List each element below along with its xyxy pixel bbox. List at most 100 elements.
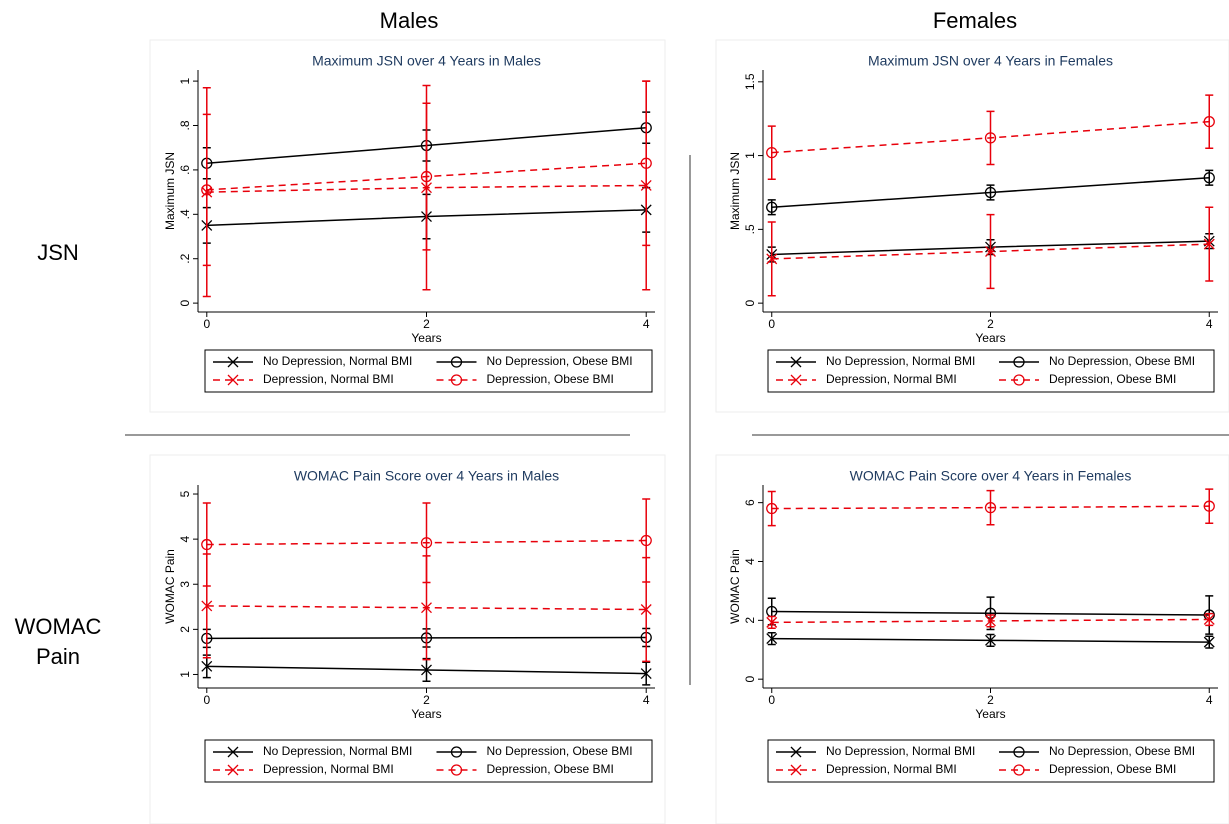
x-tick-label: 4 [643,317,650,331]
legend-marker [790,764,802,776]
error-bar-line [202,113,211,267]
error-bar [1205,488,1214,524]
marker [420,537,433,549]
y-tick-label: 2 [743,617,757,624]
legend-label: Depression, Obese BMI [1049,762,1176,776]
y-axis-label: WOMAC Pain [163,549,177,624]
chart-title: WOMAC Pain Score over 4 Years in Females [850,468,1132,484]
marker [640,668,652,680]
legend-label: Depression, Normal BMI [263,372,394,386]
error-bar-line [642,80,651,247]
x-tick-label: 0 [768,317,775,331]
marker [766,201,778,213]
legend-marker [790,374,802,386]
series-line [771,120,1210,154]
marker [201,600,213,612]
legend-marker [1013,746,1025,758]
legend-marker [227,356,239,368]
legend-marker [227,374,239,386]
legend-marker [227,746,239,758]
x-tick-label: 0 [203,317,210,331]
legend-label: Depression, Normal BMI [263,762,394,776]
legend-marker [227,764,239,776]
y-tick-label: .4 [178,209,192,219]
error-bar [1205,94,1214,149]
x-tick-label: 4 [1206,317,1213,331]
series-line [771,505,1210,510]
marker [201,538,213,551]
error-bar [202,502,211,587]
series-line [206,539,647,546]
legend-label: Depression, Normal BMI [826,372,957,386]
series-line [771,176,1210,208]
legend-label: Depression, Normal BMI [826,762,957,776]
y-axis-label: WOMAC Pain [728,549,742,624]
column-label: Females [932,8,1018,33]
marker [1203,636,1215,648]
legend-label: No Depression, Normal BMI [826,744,975,758]
y-tick-label: 4 [178,535,192,542]
chart-title: WOMAC Pain Score over 4 Years in Males [294,468,559,484]
marker [640,534,652,547]
legend-label: No Depression, Obese BMI [1049,744,1195,758]
legend-label: No Depression, Obese BMI [487,744,633,758]
legend-label: Depression, Obese BMI [487,372,614,386]
marker [201,660,213,672]
x-tick-label: 4 [643,693,650,707]
marker [766,146,778,159]
y-tick-label: 0 [743,676,757,683]
error-bar [642,498,651,583]
marker [984,186,997,199]
series-line [771,610,1210,616]
marker [1203,238,1215,250]
y-tick-label: .8 [178,120,192,130]
legend-label: No Depression, Normal BMI [263,744,412,758]
marker [766,253,778,265]
y-tick-label: .6 [178,165,192,175]
x-axis-label: Years [411,707,441,721]
marker [421,602,432,614]
legend-box [767,739,1215,783]
marker [985,634,996,646]
marker [1203,115,1215,128]
y-axis-label: Maximum JSN [163,152,177,230]
x-tick-label: 2 [423,317,430,331]
marker [420,170,433,183]
legend-marker [450,746,463,758]
legend-label: Depression, Obese BMI [1049,372,1176,386]
y-tick-label: 1.5 [743,73,757,90]
legend-marker [790,746,802,758]
legend-label: No Depression, Obese BMI [1049,354,1195,368]
row-label: JSN [37,240,79,265]
legend-marker [1013,356,1025,368]
marker [984,132,997,144]
column-label: Males [379,8,439,33]
x-axis-label: Years [975,331,1005,345]
y-tick-label: 0 [178,299,192,306]
x-axis-label: Years [975,707,1005,721]
error-bar [202,113,211,267]
y-axis-label: Maximum JSN [728,152,742,230]
x-tick-label: 4 [1206,693,1213,707]
legend-marker [450,356,463,368]
error-bar-line [1205,488,1214,524]
legend-marker [1013,374,1025,386]
error-bar-line [642,498,651,583]
marker [201,184,213,196]
legend-box [204,349,653,393]
error-bar-line [202,502,211,587]
y-tick-label: 3 [178,581,192,588]
x-tick-label: 0 [768,693,775,707]
marker [640,604,652,615]
marker [1203,500,1215,512]
y-tick-label: 0 [743,299,757,306]
marker [421,664,432,676]
marker [640,157,652,169]
x-tick-label: 0 [203,693,210,707]
series-line [206,162,647,191]
error-bar [642,80,651,247]
chart-title: Maximum JSN over 4 Years in Females [868,53,1113,69]
marker [985,246,996,257]
